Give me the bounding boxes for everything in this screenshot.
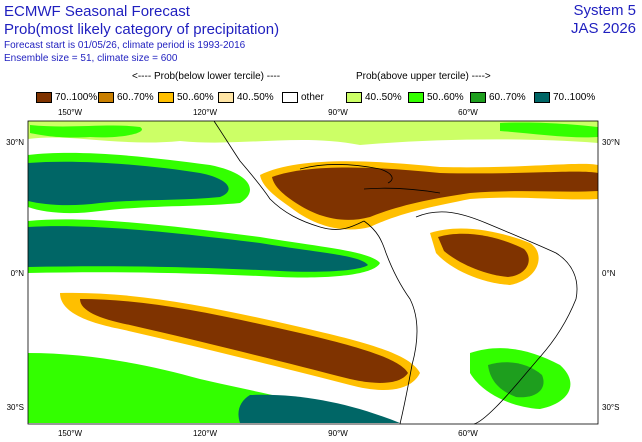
field-below-70-100-amazon xyxy=(438,233,529,277)
graticule-labels: 150°W 120°W 90°W 60°W 150°W 120°W 90°W 60°W 30°N… xyxy=(6,108,620,438)
legend-swatch xyxy=(218,91,234,103)
field-above-70-100-ne-pacific xyxy=(28,161,229,206)
lat-label-left: 30°N xyxy=(6,138,24,147)
legend-item: 40..50% xyxy=(346,89,402,105)
lon-label-bottom: 150°W xyxy=(58,429,83,438)
field-above-50-60-north xyxy=(30,125,142,138)
legend-item: 60..70% xyxy=(98,89,154,105)
legend-swatch xyxy=(470,91,486,103)
legend-swatch xyxy=(282,91,298,103)
legend-swatch xyxy=(408,91,424,103)
legend-swatch xyxy=(36,91,52,103)
legend-swatch xyxy=(98,91,114,103)
legend-label: 60..70% xyxy=(489,91,526,103)
legend-label: 60..70% xyxy=(117,91,154,103)
lon-label-bottom: 90°W xyxy=(328,429,348,438)
legend-label: 70..100% xyxy=(55,91,98,103)
field-above-70-100-equatorial xyxy=(28,226,368,272)
season-label: JAS 2026 xyxy=(570,20,636,37)
probability-fields xyxy=(28,121,598,423)
legend-item: 60..70% xyxy=(470,89,526,105)
lat-label-right: 30°S xyxy=(602,403,619,412)
gulf-of-mexico-coast xyxy=(299,163,393,184)
legend-above-heading: Prob(above upper tercile) ----> xyxy=(356,71,491,82)
legend-swatch xyxy=(534,91,550,103)
field-below-70-100-caribbean xyxy=(272,167,598,220)
system-label: System 5 xyxy=(573,2,636,19)
legend-label: 70..100% xyxy=(553,91,596,103)
forecast-info: Forecast start is 01/05/26, climate peri… xyxy=(4,40,246,51)
south-america-west-coast xyxy=(363,220,418,425)
coastlines xyxy=(213,120,578,425)
legend-swatch xyxy=(158,91,174,103)
field-above-40-50-north xyxy=(28,121,598,145)
legend-swatch xyxy=(346,91,362,103)
lon-label-bottom: 60°W xyxy=(458,429,478,438)
map-frame xyxy=(27,120,599,425)
lon-label-bottom: 120°W xyxy=(193,429,218,438)
legend-label: other xyxy=(301,91,324,103)
lat-label-left: 0°N xyxy=(11,269,25,278)
field-above-60-70-brazil xyxy=(488,362,544,398)
south-america-east-coast xyxy=(415,211,578,425)
legend-item: other xyxy=(282,89,324,105)
caribbean-islands xyxy=(363,187,441,194)
map-title: ECMWF Seasonal Forecast xyxy=(4,3,190,20)
lon-label-top: 150°W xyxy=(58,108,83,117)
legend-item: 70..100% xyxy=(36,89,97,105)
legend-item: 50..60% xyxy=(158,89,214,105)
legend-item: 50..60% xyxy=(408,89,464,105)
legend-label: 50..60% xyxy=(427,91,464,103)
ensemble-info: Ensemble size = 51, climate size = 600 xyxy=(4,53,178,64)
lat-label-left: 30°S xyxy=(7,403,24,412)
map-subtitle: Prob(most likely category of precipitati… xyxy=(4,21,280,38)
field-above-70-100-south xyxy=(238,394,400,423)
legend-item: 70..100% xyxy=(534,89,595,105)
legend-below-heading: <---- Prob(below lower tercile) ---- xyxy=(132,71,281,82)
legend-label: 40..50% xyxy=(365,91,402,103)
precipitation-map: 150°W 120°W 90°W 60°W 150°W 120°W 90°W 60°W 30°N… xyxy=(6,108,620,438)
lat-label-right: 30°N xyxy=(602,138,620,147)
legend-label: 50..60% xyxy=(177,91,214,103)
color-legend: 70..100% 60..70% 50..60% 40..50% other 40..50… xyxy=(0,89,642,105)
lon-label-top: 60°W xyxy=(458,108,478,117)
field-below-70-100-south-pacific xyxy=(80,299,408,383)
field-above-50-60-ne xyxy=(500,122,598,138)
legend-item: 40..50% xyxy=(218,89,274,105)
legend-label: 40..50% xyxy=(237,91,274,103)
lon-label-top: 90°W xyxy=(328,108,348,117)
lat-label-right: 0°N xyxy=(602,269,616,278)
lon-label-top: 120°W xyxy=(193,108,218,117)
north-america-coast xyxy=(213,120,365,230)
